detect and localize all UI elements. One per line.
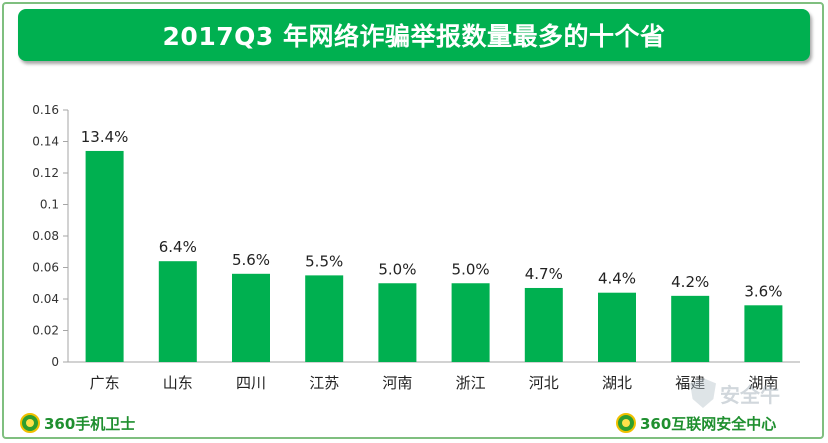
title-banner: 2017Q3 年网络诈骗举报数量最多的十个省 bbox=[18, 9, 810, 61]
data-label: 4.4% bbox=[598, 270, 636, 288]
bar bbox=[524, 287, 563, 362]
watermark-text: 安全牛 bbox=[720, 382, 780, 407]
footer-right-logo: 360互联网安全中心 bbox=[616, 412, 776, 434]
x-tick-label: 福建 bbox=[675, 374, 705, 392]
data-label: 4.2% bbox=[671, 273, 709, 291]
y-tick-label: 0.12 bbox=[32, 166, 59, 180]
data-label: 5.5% bbox=[305, 252, 343, 270]
left-logo-text: 360手机卫士 bbox=[44, 414, 136, 433]
bar bbox=[744, 305, 783, 362]
y-tick-label: 0.04 bbox=[32, 292, 59, 306]
bar bbox=[232, 273, 270, 362]
x-tick-label: 广东 bbox=[90, 374, 120, 392]
data-label: 5.0% bbox=[378, 260, 416, 278]
right-logo-text: 360互联网安全中心 bbox=[640, 414, 777, 433]
shield-logo-icon bbox=[20, 413, 40, 433]
x-tick-label: 江苏 bbox=[309, 374, 339, 392]
data-label: 6.4% bbox=[159, 238, 197, 256]
bar bbox=[671, 295, 710, 362]
x-tick-label: 河北 bbox=[529, 374, 559, 392]
y-tick-label: 0 bbox=[51, 355, 59, 369]
footer-left-logo: 360手机卫士 bbox=[20, 412, 135, 434]
bar bbox=[305, 275, 344, 362]
y-tick-label: 0.02 bbox=[32, 324, 59, 338]
x-tick-label: 湖北 bbox=[602, 374, 632, 392]
chart-frame bbox=[2, 2, 824, 439]
x-tick-label: 山东 bbox=[163, 374, 193, 392]
bar bbox=[158, 261, 197, 362]
shield-logo-icon bbox=[616, 413, 636, 433]
y-tick-label: 0.08 bbox=[32, 229, 59, 243]
bar bbox=[451, 283, 490, 362]
data-label: 3.6% bbox=[744, 282, 782, 300]
x-tick-label: 湖南 bbox=[748, 374, 778, 392]
y-tick-label: 0.14 bbox=[32, 135, 59, 149]
x-tick-label: 河南 bbox=[382, 374, 412, 392]
y-tick-label: 0.16 bbox=[32, 103, 59, 117]
y-tick-label: 0.06 bbox=[32, 261, 59, 275]
bar bbox=[85, 150, 124, 362]
data-label: 13.4% bbox=[81, 128, 129, 146]
data-label: 5.0% bbox=[452, 260, 490, 278]
y-tick-label: 0.1 bbox=[40, 198, 59, 212]
x-tick-label: 浙江 bbox=[456, 374, 486, 392]
bar bbox=[598, 292, 636, 362]
chart-title: 2017Q3 年网络诈骗举报数量最多的十个省 bbox=[162, 22, 666, 51]
data-label: 5.6% bbox=[232, 251, 270, 269]
x-tick-label: 四川 bbox=[236, 374, 266, 392]
data-label: 4.7% bbox=[525, 265, 563, 283]
shield-watermark-icon bbox=[690, 378, 716, 408]
watermark: 安全牛 bbox=[690, 378, 780, 408]
bar bbox=[378, 283, 417, 362]
